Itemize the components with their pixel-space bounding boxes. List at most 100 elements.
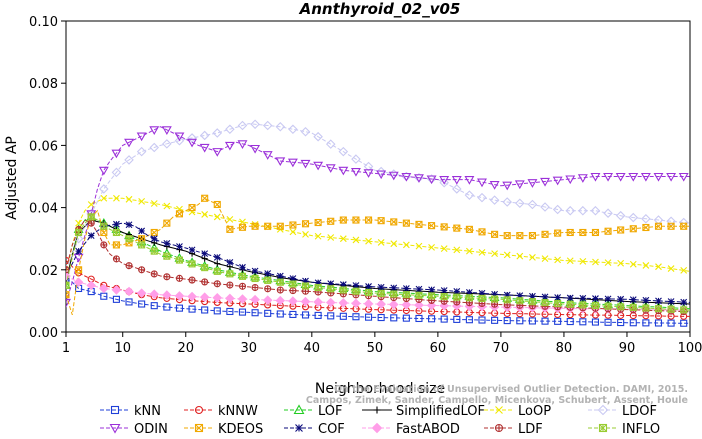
marker-shape bbox=[239, 223, 246, 231]
point-marker bbox=[642, 262, 650, 269]
point-marker bbox=[327, 217, 335, 225]
marker-shape bbox=[642, 319, 650, 327]
point-marker bbox=[66, 291, 70, 299]
point-marker bbox=[212, 148, 223, 157]
point-marker bbox=[212, 128, 223, 138]
marker-shape bbox=[293, 404, 305, 415]
marker-shape bbox=[363, 169, 374, 178]
point-marker bbox=[289, 310, 297, 319]
point-marker bbox=[478, 316, 486, 324]
point-marker bbox=[453, 246, 461, 254]
marker-shape bbox=[615, 172, 626, 182]
marker-shape bbox=[516, 252, 524, 260]
marker-shape bbox=[239, 263, 246, 271]
marker-shape bbox=[566, 229, 574, 236]
point-marker bbox=[489, 195, 500, 205]
marker-shape bbox=[604, 227, 612, 235]
point-marker bbox=[402, 314, 410, 322]
point-marker bbox=[566, 318, 574, 326]
marker-shape bbox=[250, 119, 260, 130]
marker-shape bbox=[529, 232, 536, 239]
point-marker bbox=[390, 290, 398, 298]
marker-shape bbox=[212, 148, 223, 157]
point-marker bbox=[314, 311, 322, 319]
marker-shape bbox=[99, 283, 109, 294]
point-marker bbox=[194, 405, 204, 415]
marker-shape bbox=[86, 280, 96, 291]
legend-item-fastabod: FastABOD bbox=[362, 422, 460, 437]
point-marker bbox=[163, 303, 171, 311]
point-marker bbox=[300, 126, 311, 137]
point-marker bbox=[201, 306, 209, 314]
x-tick-label: 30 bbox=[241, 341, 258, 356]
point-marker bbox=[351, 154, 361, 164]
marker-shape bbox=[541, 293, 549, 301]
point-marker bbox=[641, 214, 651, 224]
marker-shape bbox=[502, 197, 512, 207]
marker-shape bbox=[75, 219, 82, 227]
point-marker bbox=[124, 155, 134, 165]
x-tick-label: 100 bbox=[678, 341, 702, 356]
point-marker bbox=[376, 170, 387, 180]
marker-shape bbox=[680, 298, 688, 306]
point-marker bbox=[466, 247, 473, 255]
marker-shape bbox=[66, 293, 70, 299]
point-marker bbox=[552, 176, 563, 186]
y-tick-label: 0.08 bbox=[29, 77, 58, 92]
marker-shape bbox=[528, 232, 536, 240]
marker-shape bbox=[75, 266, 83, 274]
point-marker bbox=[301, 282, 310, 290]
point-marker bbox=[615, 210, 626, 221]
marker-shape bbox=[390, 240, 398, 248]
marker-shape bbox=[439, 177, 449, 188]
marker-shape bbox=[566, 257, 574, 265]
point-marker bbox=[495, 406, 503, 414]
marker-shape bbox=[100, 194, 108, 202]
point-marker bbox=[213, 213, 221, 221]
marker-shape bbox=[125, 298, 133, 306]
point-marker bbox=[554, 294, 562, 301]
legend-label: FastABOD bbox=[396, 422, 460, 434]
marker-shape bbox=[302, 220, 309, 228]
marker-shape bbox=[377, 217, 385, 225]
point-marker bbox=[338, 146, 349, 157]
point-marker bbox=[494, 423, 504, 433]
point-marker bbox=[225, 293, 235, 304]
point-marker bbox=[528, 317, 536, 325]
point-marker bbox=[566, 257, 574, 265]
point-marker bbox=[225, 124, 235, 135]
point-marker bbox=[338, 166, 349, 176]
point-marker bbox=[125, 235, 133, 243]
marker-shape bbox=[112, 241, 120, 249]
marker-shape bbox=[529, 253, 536, 261]
series-line-cof bbox=[66, 222, 690, 303]
legend-label: SimplifiedLOF bbox=[396, 404, 485, 419]
legend-label: LoOP bbox=[518, 404, 551, 419]
legend-label: INFLO bbox=[622, 422, 660, 434]
marker-shape bbox=[666, 172, 677, 182]
marker-shape bbox=[603, 172, 614, 182]
point-marker bbox=[477, 178, 487, 188]
point-marker bbox=[617, 318, 625, 327]
marker-shape bbox=[402, 219, 410, 227]
marker-shape bbox=[465, 225, 473, 233]
x-axis-label: Neighborhood size bbox=[315, 381, 445, 397]
marker-shape bbox=[100, 229, 108, 236]
marker-shape bbox=[642, 296, 650, 304]
point-marker bbox=[503, 251, 511, 259]
point-marker bbox=[251, 267, 259, 275]
point-marker bbox=[111, 285, 122, 295]
marker-shape bbox=[452, 184, 462, 194]
point-marker bbox=[491, 230, 499, 238]
marker-shape bbox=[276, 222, 284, 230]
point-marker bbox=[138, 300, 146, 308]
point-marker bbox=[439, 176, 450, 185]
series-kdeos bbox=[66, 194, 690, 316]
series-knn bbox=[66, 275, 690, 327]
point-marker bbox=[251, 274, 259, 283]
marker-shape bbox=[617, 259, 625, 267]
point-marker bbox=[150, 302, 158, 310]
point-marker bbox=[112, 241, 120, 249]
point-marker bbox=[313, 131, 323, 142]
legend-item-knn: kNN bbox=[100, 404, 161, 419]
